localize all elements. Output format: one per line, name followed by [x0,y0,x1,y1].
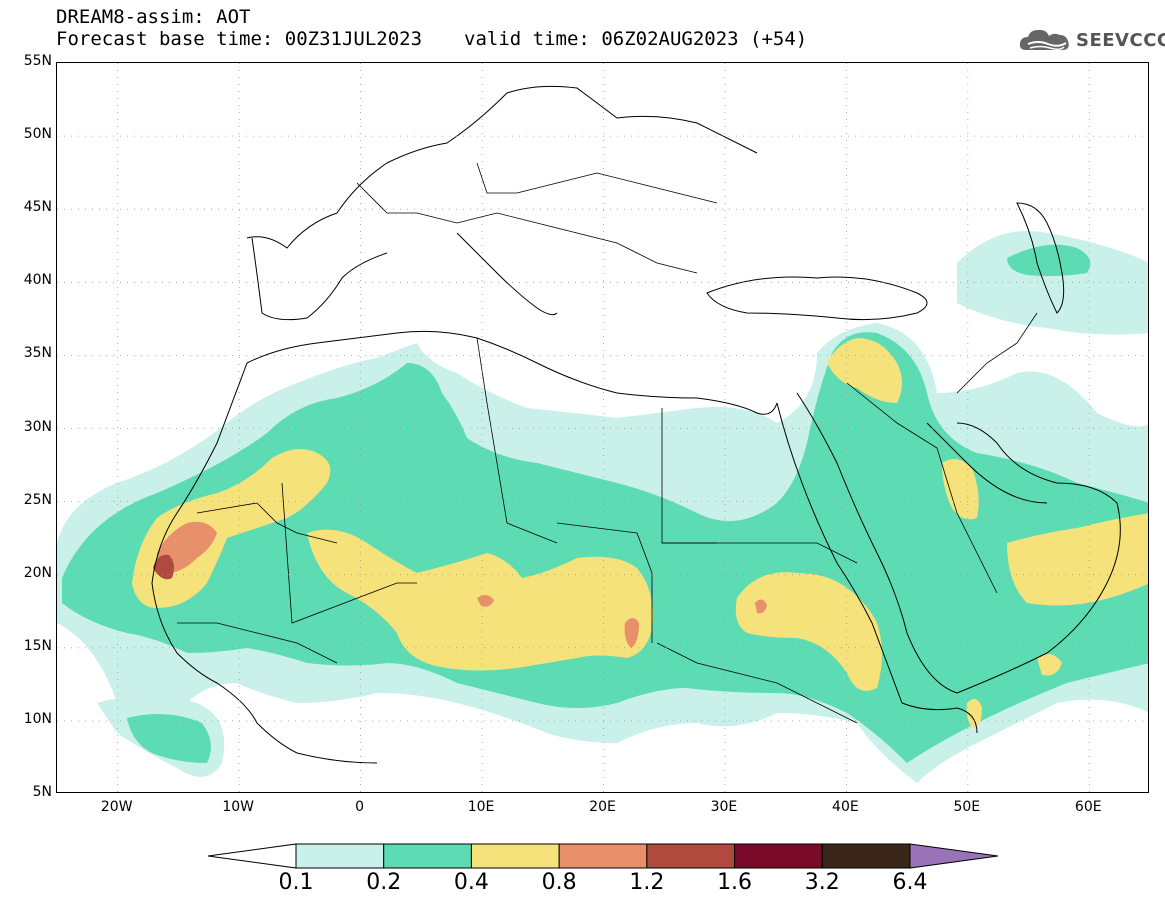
colorbar-cell [295,843,385,869]
product-title: DREAM8-assim: AOT [56,6,251,28]
colorbar-cell [646,843,736,869]
border-west-africa [196,502,338,544]
colorbar-tick-label: 0.8 [541,870,577,895]
aot-band-0.4-arabia [1007,513,1148,606]
aot-band-0.2-black-sea [1007,244,1091,277]
coastline-europe [246,85,758,249]
lon-label: 30E [710,799,738,815]
colorbar-over-triangle [909,843,998,869]
coastline-horn [901,702,978,734]
aot-band-0.8-mali [477,594,494,607]
lat-label: 10N [23,710,52,727]
border-east-africa [656,642,858,724]
coastline-arabia [796,392,1121,694]
border-saudi [846,382,998,594]
lon-label: 0 [355,799,365,815]
colorbar [208,843,998,869]
colorbar-tick-label: 1.2 [629,870,665,895]
coastline-iberia [251,237,388,321]
aot-band-0.4-sudan [735,572,882,691]
lat-label: 40N [23,272,52,289]
aot-band-0.4-iraq [827,338,902,403]
aot-band-0.8-chad [624,618,639,648]
colorbar-under-triangle [208,843,297,869]
border-iran [956,312,1038,394]
lon-label: 50E [953,799,981,815]
aot-band-0.2-west-africa [127,714,211,763]
coastlines [151,85,1121,764]
colorbar-cell [734,843,823,869]
lon-label: 60E [1074,799,1102,815]
map-header: DREAM8-assim: AOT Forecast base time: 00… [56,6,807,50]
valid-time: valid time: 06Z02AUG2023 (+54) [464,28,808,50]
colorbar-tick-label: 0.4 [453,870,489,895]
aot-band-0.1-black-sea [957,231,1148,335]
lat-label: 50N [23,126,52,143]
coastline-north-africa [246,330,778,415]
coastline-italy [456,232,558,316]
coastline-persian-gulf [926,422,1048,504]
colorbar-tick-label: 3.2 [804,870,840,895]
border-algeria-libya [476,337,558,544]
colorbar-cell [383,843,472,869]
border-west-africa-2 [177,622,338,664]
aot-band-0.8-sudan [755,599,767,614]
border-europe [356,182,698,274]
colorbar-cell [821,843,911,869]
map-canvas [57,63,1148,792]
border-chad [556,522,653,643]
colorbar-tick-label: 6.4 [892,870,928,895]
lat-label: 15N [23,637,52,654]
lat-label: 25N [23,491,52,508]
aot-band-1.2-coast [153,554,174,580]
lon-label: 20W [100,799,133,815]
lat-label: 20N [23,564,52,581]
colorbar-cell [558,843,648,869]
aot-band-0.4-gulf [942,459,979,520]
coastline-black-sea [706,276,928,321]
colorbar-tick-label: 0.1 [278,870,314,895]
coastline-west-africa [151,362,378,764]
colorbar-tick-label: 0.2 [366,870,402,895]
lat-label: 55N [23,53,52,69]
lon-label: 40E [832,799,859,815]
cloud-icon [1019,29,1069,51]
coastline-red-sea [776,402,903,704]
lon-label: 10E [467,799,495,815]
borders [177,162,1038,724]
border-mali-niger [281,482,417,624]
base-time: Forecast base time: 00Z31JUL2023 [56,28,423,50]
lon-label: 10W [222,799,254,815]
lat-label: 45N [23,199,52,216]
logo-text: SEEVCCC [1076,29,1165,51]
coastline-caspian [1016,202,1065,314]
lat-label: 30N [23,418,52,435]
gridlines [57,63,1148,792]
colorbar-tick-label: 1.6 [717,870,753,895]
aot-band-0.4-somalia [966,699,982,728]
seevccc-logo: SEEVCCC [1018,26,1165,54]
colorbar-cell [470,843,560,869]
aot-band-0.4-yemen [1037,654,1062,676]
lon-label: 20E [589,799,616,815]
lat-label: 35N [23,345,52,362]
lat-label: 5N [32,784,52,800]
border-europe-2 [476,162,718,204]
aot-fields [57,231,1148,783]
border-sudan [662,542,858,564]
aot-map [56,62,1149,793]
